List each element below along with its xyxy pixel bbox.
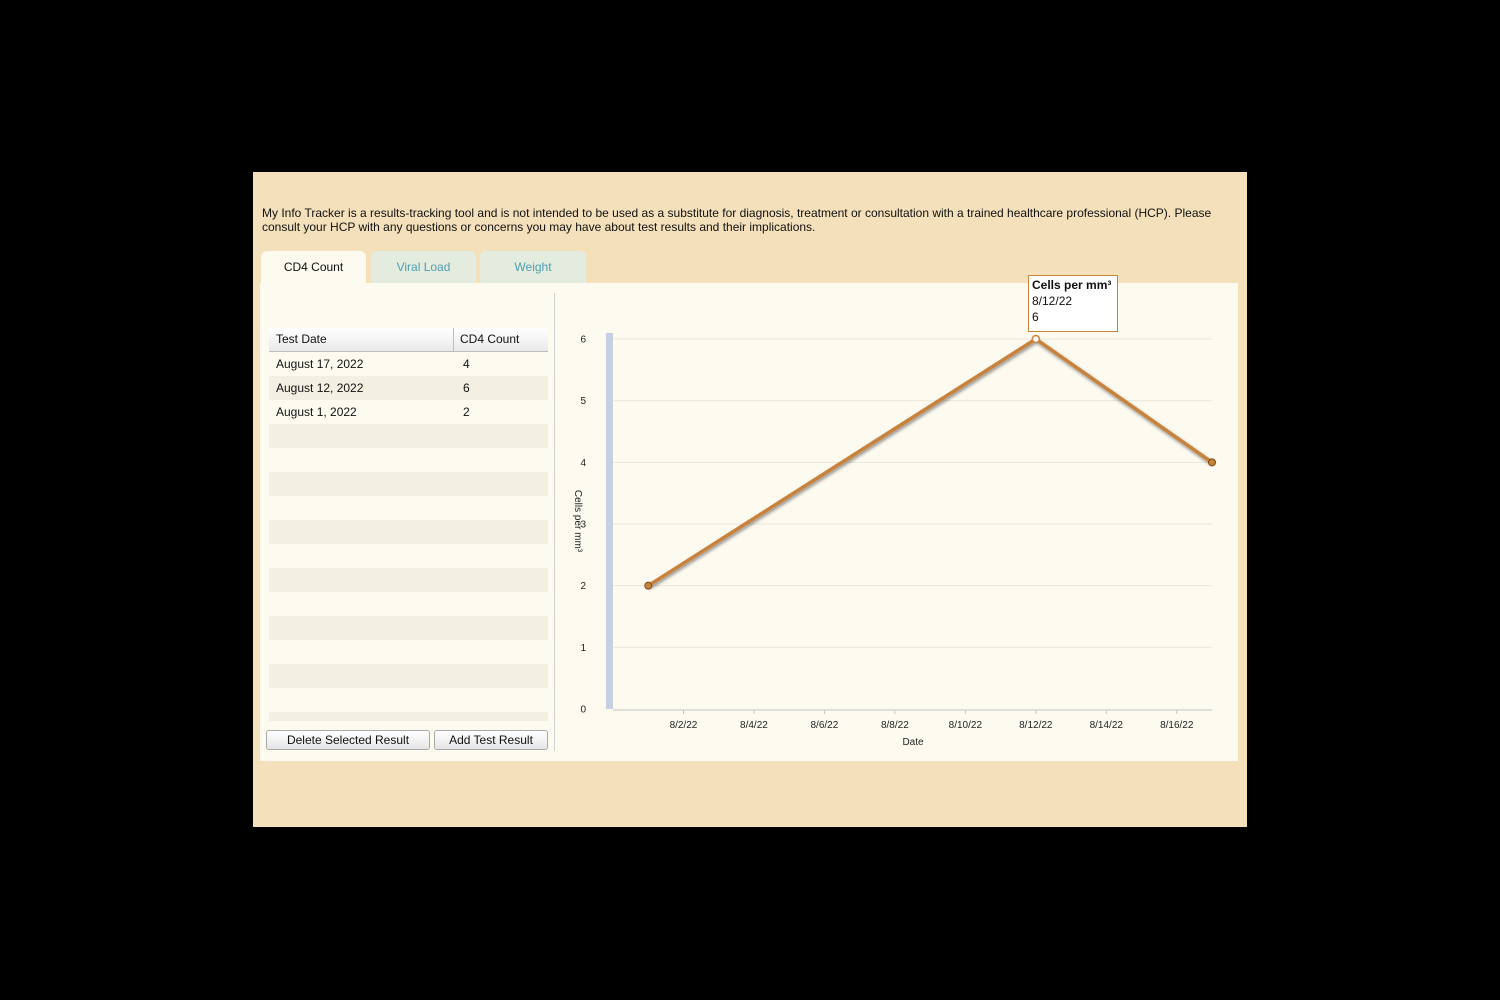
empty-row <box>269 544 548 568</box>
disclaimer-text: My Info Tracker is a results-tracking to… <box>262 206 1212 234</box>
tooltip-title: Cells per mm³ <box>1032 278 1112 292</box>
empty-row <box>269 472 548 496</box>
y-tick-label: 5 <box>580 396 586 407</box>
cell-cd4-count: 6 <box>463 381 470 395</box>
tab-weight[interactable]: Weight <box>480 251 586 283</box>
empty-row <box>269 664 548 688</box>
delete-selected-result-button[interactable]: Delete Selected Result <box>266 730 430 750</box>
empty-row <box>269 712 548 721</box>
empty-row <box>269 520 548 544</box>
x-tick-label: 8/4/22 <box>740 720 768 731</box>
table-header: Test Date CD4 Count <box>269 328 548 352</box>
column-header-test-date[interactable]: Test Date <box>269 328 454 351</box>
results-table: Test Date CD4 Count August 17, 2022 4 Au… <box>269 328 548 721</box>
y-tick-label: 2 <box>580 581 586 592</box>
x-tick-label: 8/10/22 <box>949 720 983 731</box>
tab-panel: Test Date CD4 Count August 17, 2022 4 Au… <box>260 283 1238 761</box>
data-point <box>644 581 653 590</box>
y-axis-band <box>606 333 613 709</box>
panel-divider <box>554 293 555 751</box>
tooltip-value: 6 <box>1032 310 1039 324</box>
app-window: My Info Tracker is a results-tracking to… <box>253 172 1247 827</box>
empty-row <box>269 568 548 592</box>
x-axis-label: Date <box>902 737 924 748</box>
tab-label: Weight <box>514 260 552 274</box>
empty-row <box>269 592 548 616</box>
data-point <box>1031 334 1041 344</box>
data-tooltip: Cells per mm³ 8/12/22 6 <box>1028 275 1118 332</box>
empty-row <box>269 448 548 472</box>
y-axis-label: Cells per mm³ <box>572 490 583 553</box>
y-tick-label: 4 <box>580 458 586 469</box>
tab-label: CD4 Count <box>283 260 344 274</box>
empty-row <box>269 616 548 640</box>
cell-test-date: August 12, 2022 <box>276 381 364 395</box>
column-header-cd4-count[interactable]: CD4 Count <box>460 332 520 346</box>
tab-viral-load[interactable]: Viral Load <box>371 251 476 283</box>
x-tick-label: 8/8/22 <box>881 720 909 731</box>
table-row[interactable]: August 12, 2022 6 <box>269 376 548 400</box>
empty-row <box>269 640 548 664</box>
x-axis-ticks: 8/2/22 8/4/22 8/6/22 8/8/22 8/10/22 8/12/22 8/… <box>670 710 1194 731</box>
empty-row <box>269 424 548 448</box>
cell-cd4-count: 2 <box>463 405 470 419</box>
cell-test-date: August 17, 2022 <box>276 357 364 371</box>
tooltip-date: 8/12/22 <box>1032 294 1073 308</box>
x-tick-label: 8/14/22 <box>1090 720 1124 731</box>
empty-row <box>269 496 548 520</box>
cell-cd4-count: 4 <box>463 357 470 371</box>
gridlines <box>613 338 1212 648</box>
x-tick-label: 8/2/22 <box>670 720 698 731</box>
y-tick-label: 0 <box>580 705 586 716</box>
add-test-result-button[interactable]: Add Test Result <box>434 730 548 750</box>
tab-label: Viral Load <box>396 260 451 274</box>
series-cd4 <box>644 334 1216 590</box>
x-tick-label: 8/6/22 <box>811 720 839 731</box>
table-body: August 17, 2022 4 August 12, 2022 6 Augu… <box>269 352 548 721</box>
empty-row <box>269 688 548 712</box>
x-tick-label: 8/16/22 <box>1160 720 1194 731</box>
y-tick-label: 1 <box>580 643 586 654</box>
tab-cd4-count[interactable]: CD4 Count <box>261 251 366 283</box>
x-tick-label: 8/12/22 <box>1019 720 1053 731</box>
cell-test-date: August 1, 2022 <box>276 405 357 419</box>
data-point <box>1208 458 1216 467</box>
y-tick-label: 3 <box>580 520 586 531</box>
y-axis-ticks: 0 1 2 3 4 5 6 <box>580 335 586 716</box>
table-row[interactable]: August 17, 2022 4 <box>269 352 548 376</box>
table-row[interactable]: August 1, 2022 2 <box>269 400 548 424</box>
y-tick-label: 6 <box>580 335 586 346</box>
